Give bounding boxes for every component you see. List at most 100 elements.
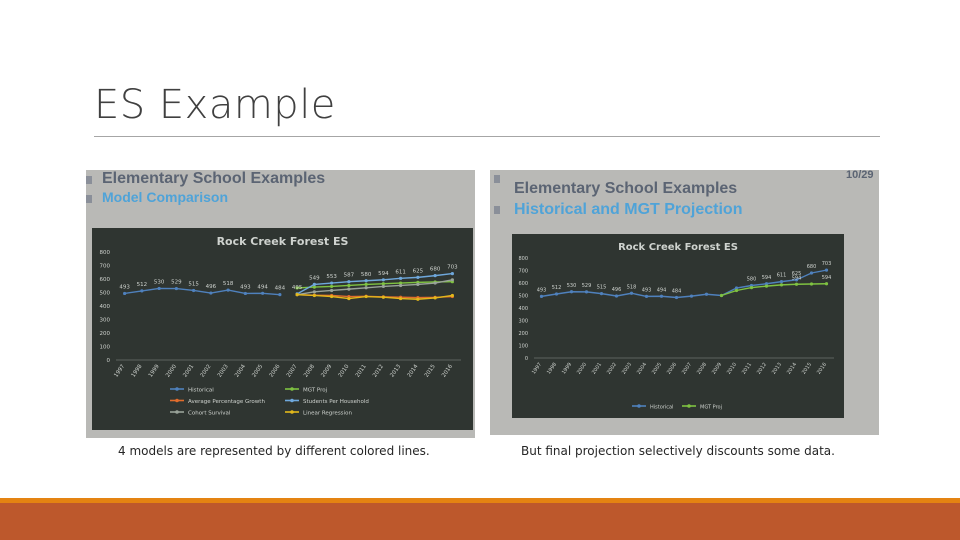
data-point	[347, 280, 351, 284]
right-chart: Rock Creek Forest ES 0 100 200 300 400 500 600 7…	[518, 242, 834, 411]
data-point	[261, 291, 265, 295]
series-line-4	[296, 272, 453, 295]
data-point	[734, 286, 739, 290]
data-point	[794, 282, 799, 286]
right-photo-bullet-2	[494, 206, 500, 214]
data-label: 549	[309, 275, 320, 281]
data-point	[674, 295, 679, 300]
data-label: 530	[567, 283, 577, 289]
legend-label: Average Percentage Growth	[188, 399, 265, 405]
x-tick-label: 2012	[372, 364, 385, 379]
right-chart-panel: Rock Creek Forest ES 0 100 200 300 400 500 600 7…	[512, 234, 844, 418]
data-point	[399, 296, 403, 301]
data-point	[209, 291, 213, 295]
x-tick-label: 2014	[407, 363, 420, 378]
data-point	[764, 282, 769, 286]
title-divider	[94, 136, 880, 137]
y-tick-label: 200	[518, 331, 528, 337]
left-photo-bullet-1	[86, 176, 92, 184]
right-photo-corner-text: 10/29	[846, 170, 874, 181]
data-point	[416, 282, 420, 286]
data-point	[278, 293, 282, 297]
data-point	[689, 294, 694, 298]
data-point	[399, 276, 403, 280]
data-label: 594	[792, 275, 802, 281]
data-point	[312, 282, 316, 286]
x-tick-label: 2009	[711, 362, 723, 376]
y-tick-label: 100	[518, 344, 528, 350]
right-photo-subheading: Historical and MGT Projection	[514, 201, 743, 218]
y-tick-label: 600	[518, 281, 528, 287]
data-label: 529	[582, 283, 592, 289]
data-label: 494	[657, 287, 667, 293]
y-tick-label: 800	[518, 256, 528, 262]
x-tick-label: 1999	[148, 363, 161, 378]
data-point	[794, 278, 799, 282]
data-point	[809, 282, 814, 286]
data-point	[243, 291, 247, 296]
data-label: 529	[171, 280, 182, 286]
x-tick-label: 2004	[234, 363, 247, 378]
left-photo-heading: Elementary School Examples	[102, 170, 326, 187]
x-tick-label: 2005	[251, 363, 264, 378]
data-point	[764, 284, 769, 288]
x-tick-label: 1999	[561, 362, 573, 376]
data-point	[140, 289, 144, 293]
data-label: 494	[257, 284, 268, 290]
x-tick-label: 2005	[651, 362, 663, 376]
data-point	[554, 292, 559, 296]
data-label: 496	[612, 287, 622, 293]
data-label: 515	[597, 285, 607, 291]
x-tick-label: 2011	[741, 362, 753, 376]
legend-label: MGT Proj	[700, 405, 722, 411]
data-label: 680	[807, 264, 817, 270]
right-photo-bullet-1	[494, 175, 500, 183]
chart-title: Rock Creek Forest ES	[618, 242, 738, 253]
data-point	[381, 278, 385, 282]
x-tick-label: 2000	[576, 362, 588, 376]
legend-marker	[290, 387, 294, 391]
data-point	[330, 288, 334, 293]
y-tick-label: 200	[100, 331, 111, 337]
data-point	[381, 295, 385, 299]
data-label: 530	[154, 279, 165, 285]
x-tick-label: 2011	[355, 364, 368, 379]
data-point	[157, 286, 161, 291]
data-label: 495	[292, 285, 303, 291]
data-point	[330, 281, 334, 285]
x-tick-label: 2013	[389, 363, 402, 378]
y-tick-label: 700	[100, 264, 111, 270]
legend-marker	[290, 410, 294, 414]
x-tick-label: 1998	[546, 362, 558, 376]
data-point	[399, 283, 403, 288]
legend-label: Historical	[650, 405, 673, 411]
series-line-2	[721, 283, 827, 297]
data-label: 611	[777, 273, 787, 279]
x-tick-label: 2004	[636, 362, 648, 376]
data-point	[312, 293, 316, 298]
data-point	[416, 297, 420, 301]
legend-label: Historical	[188, 388, 214, 394]
data-point	[644, 294, 649, 298]
data-point	[824, 268, 829, 272]
left-caption: 4 models are represented by different co…	[118, 444, 430, 458]
data-point	[629, 291, 634, 295]
data-label: 625	[792, 271, 802, 277]
legend-marker	[175, 398, 179, 403]
y-tick-label: 300	[518, 319, 528, 325]
data-point	[364, 279, 368, 283]
left-photo-bullet-2	[86, 195, 92, 203]
data-point	[450, 278, 454, 282]
data-point	[599, 292, 604, 296]
data-label: 515	[188, 281, 199, 287]
y-tick-label: 0	[525, 356, 528, 362]
accent-band-top	[0, 498, 960, 503]
legend-label: Cohort Survival	[188, 411, 231, 417]
legend-marker	[637, 404, 641, 408]
data-point	[779, 280, 784, 284]
data-point	[174, 286, 178, 291]
data-point	[312, 285, 316, 289]
data-point	[330, 284, 334, 289]
data-point	[433, 274, 437, 278]
legend-label: Linear Regression	[303, 411, 352, 417]
